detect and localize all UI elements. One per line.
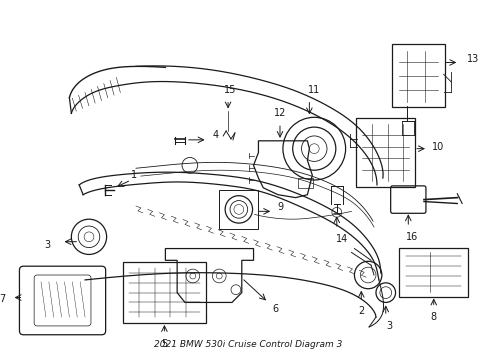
Text: 2: 2 [358,306,365,316]
Text: 11: 11 [308,85,320,95]
Text: 2021 BMW 530i Cruise Control Diagram 3: 2021 BMW 530i Cruise Control Diagram 3 [154,340,343,349]
Text: 7: 7 [0,294,5,305]
Text: 9: 9 [277,202,283,212]
Text: 3: 3 [45,240,51,249]
Text: 14: 14 [336,234,348,244]
Text: 6: 6 [272,304,278,314]
Text: 12: 12 [274,108,286,118]
Text: 10: 10 [432,142,444,152]
Text: 3: 3 [387,321,393,331]
Text: 4: 4 [212,130,219,140]
Text: 1: 1 [131,170,137,180]
Text: 5: 5 [161,338,168,348]
Text: 15: 15 [224,85,236,95]
Text: 13: 13 [467,54,479,64]
Text: 16: 16 [406,232,418,242]
Text: 8: 8 [431,312,437,322]
